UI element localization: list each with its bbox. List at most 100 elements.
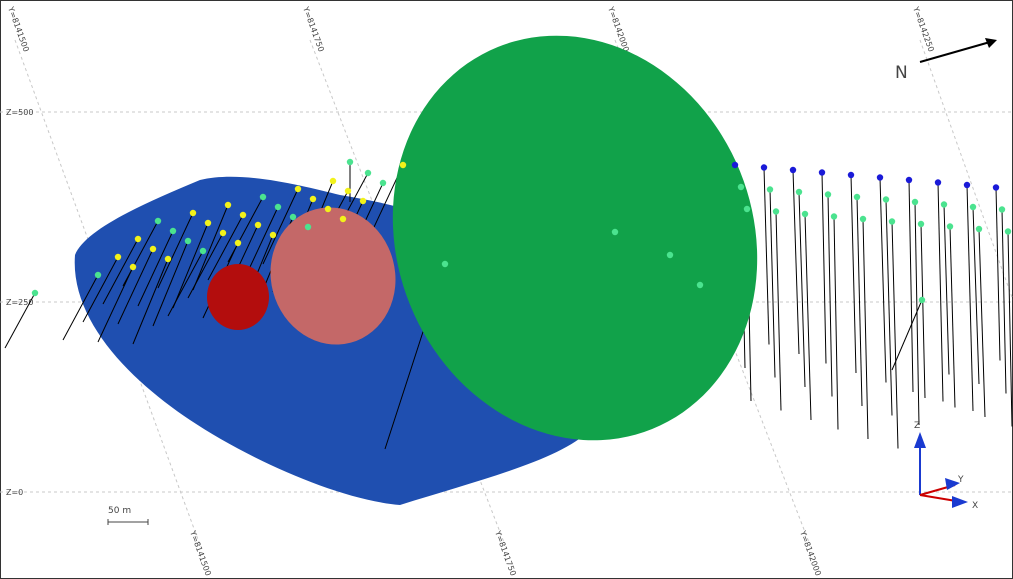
- scale-bar: 50 m: [107, 506, 149, 525]
- collar: [731, 161, 739, 169]
- drill-hole: [891, 221, 899, 449]
- collar: [772, 208, 780, 215]
- collar: [94, 271, 102, 279]
- collar: [274, 203, 282, 211]
- drill-hole: [908, 179, 914, 393]
- drill-hole: [97, 266, 134, 343]
- collar: [830, 213, 838, 220]
- drill-hole: [62, 274, 99, 341]
- drill-hole: [102, 238, 139, 305]
- drill-hole: [995, 187, 1001, 361]
- collar: [441, 260, 449, 268]
- collar: [876, 174, 884, 181]
- collar: [917, 220, 925, 228]
- collar: [760, 164, 768, 171]
- collar: [134, 235, 142, 243]
- collar: [795, 188, 803, 196]
- drill-hole: [82, 256, 119, 323]
- collar: [743, 205, 751, 213]
- collar: [801, 210, 809, 218]
- green-ellipsoid: [392, 35, 758, 441]
- collar: [239, 211, 247, 219]
- drill-hole: [207, 214, 244, 281]
- collar: [611, 228, 619, 236]
- collar: [911, 198, 919, 206]
- collar: [364, 169, 372, 177]
- drill-hole: [192, 204, 229, 291]
- collar: [199, 247, 207, 255]
- collar: [963, 181, 971, 189]
- collar: [824, 191, 832, 198]
- red-ellipsoid: [207, 264, 269, 330]
- collar: [918, 296, 926, 304]
- collar: [818, 169, 826, 176]
- collar: [224, 201, 232, 209]
- collar: [346, 158, 354, 166]
- drill-hole: [891, 299, 923, 371]
- drill-hole: [914, 201, 920, 426]
- axis-label: Z: [914, 421, 920, 431]
- drill-hole: [157, 212, 194, 289]
- collar: [379, 179, 387, 187]
- drill-hole: [885, 199, 893, 416]
- collar: [766, 186, 774, 193]
- drill-hole: [1001, 209, 1007, 394]
- collar: [189, 209, 197, 217]
- drill-hole: [920, 223, 926, 399]
- collar: [309, 195, 317, 203]
- axis-label: X: [972, 501, 978, 511]
- collar: [219, 229, 227, 237]
- drill-hole: [172, 222, 209, 309]
- drill-hole: [972, 206, 980, 385]
- pink-ellipsoid: [270, 207, 396, 345]
- collar: [31, 289, 39, 297]
- collar: [289, 213, 297, 221]
- collar: [344, 187, 352, 195]
- drill-hole: [152, 240, 189, 327]
- collar: [304, 223, 312, 231]
- collar: [294, 185, 302, 193]
- collar: [696, 281, 704, 289]
- collar: [259, 193, 267, 201]
- north-label: N: [895, 63, 908, 83]
- z-label: Z=500: [6, 108, 33, 117]
- collar: [934, 179, 942, 186]
- collar: [666, 251, 674, 259]
- axis-label: Y: [957, 475, 964, 485]
- drill-hole: [821, 172, 827, 364]
- collar: [969, 203, 977, 211]
- collar: [853, 193, 861, 201]
- z-label: Z=250: [6, 298, 33, 307]
- collar: [269, 231, 277, 239]
- collar: [888, 218, 896, 225]
- collar: [329, 177, 337, 185]
- collar: [940, 201, 948, 208]
- collar: [234, 239, 242, 247]
- collar: [737, 183, 745, 191]
- collar: [149, 245, 157, 253]
- collar: [998, 206, 1006, 213]
- drill-hole: [833, 216, 839, 430]
- drill-hole: [117, 248, 154, 325]
- collar: [164, 255, 172, 263]
- z-label: Z=0: [6, 488, 23, 497]
- drill-hole: [943, 204, 950, 375]
- drill-hole: [137, 230, 174, 307]
- scale-label: 50 m: [108, 506, 131, 516]
- north-arrow: N: [895, 38, 997, 83]
- drill-hole: [122, 220, 159, 287]
- collar: [204, 219, 212, 227]
- drill-hole: [4, 292, 36, 349]
- drill-hole: [1007, 231, 1013, 427]
- drill-hole: [978, 228, 986, 418]
- drill-hole: [262, 188, 299, 265]
- collar: [847, 171, 855, 179]
- collar: [399, 161, 407, 169]
- collars: [31, 158, 1012, 304]
- collar: [169, 227, 177, 235]
- collar: [946, 223, 954, 230]
- drill-hole: [949, 226, 956, 408]
- drill-hole: [227, 196, 264, 263]
- drill-hole: [856, 196, 863, 407]
